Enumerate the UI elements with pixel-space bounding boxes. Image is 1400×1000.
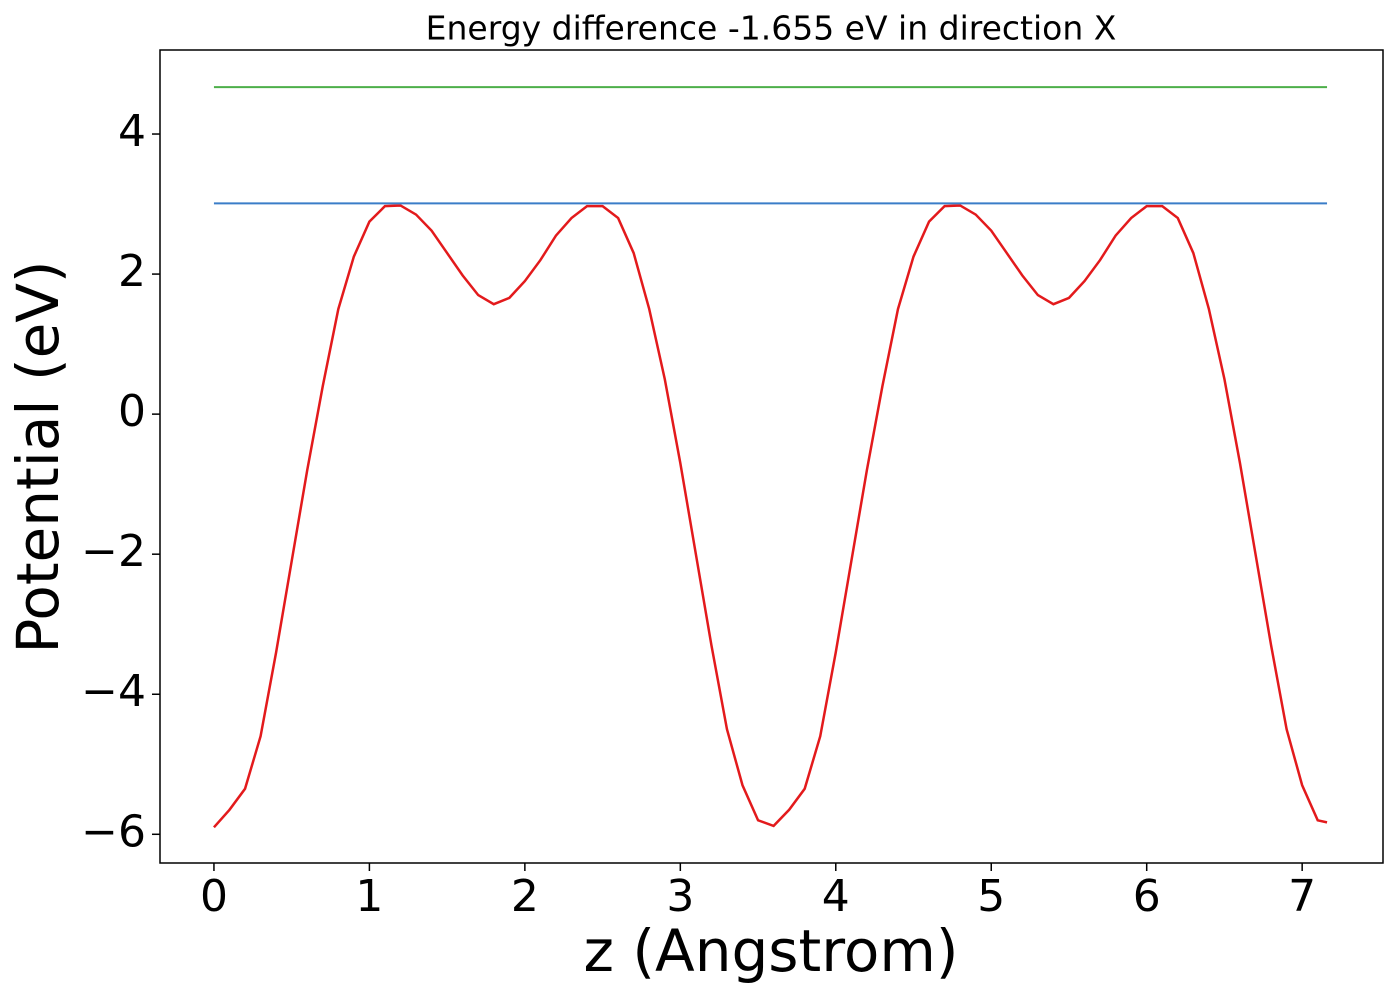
x-tick-label: 5 <box>977 871 1005 922</box>
plot-frame <box>159 49 1384 864</box>
x-axis-label: z (Angstrom) <box>584 917 959 985</box>
y-tick-label: 4 <box>118 106 146 157</box>
y-tick-label: −6 <box>81 806 146 857</box>
chart-title: Energy difference -1.655 eV in direction… <box>426 9 1117 48</box>
y-tick-label: 2 <box>118 246 146 297</box>
x-tick-label: 1 <box>355 871 383 922</box>
y-tick-label: 0 <box>118 386 146 437</box>
x-tick-label: 2 <box>511 871 539 922</box>
x-tick-label: 6 <box>1133 871 1161 922</box>
x-tick-label: 7 <box>1288 871 1316 922</box>
line-series <box>213 204 1328 829</box>
y-tick-label: −2 <box>81 526 146 577</box>
x-tick-label: 4 <box>822 871 850 922</box>
y-tick-label: −4 <box>81 666 146 717</box>
y-axis-label: Potential (eV) <box>4 260 72 653</box>
x-tick-label: 0 <box>200 871 228 922</box>
x-tick-label: 3 <box>666 871 694 922</box>
